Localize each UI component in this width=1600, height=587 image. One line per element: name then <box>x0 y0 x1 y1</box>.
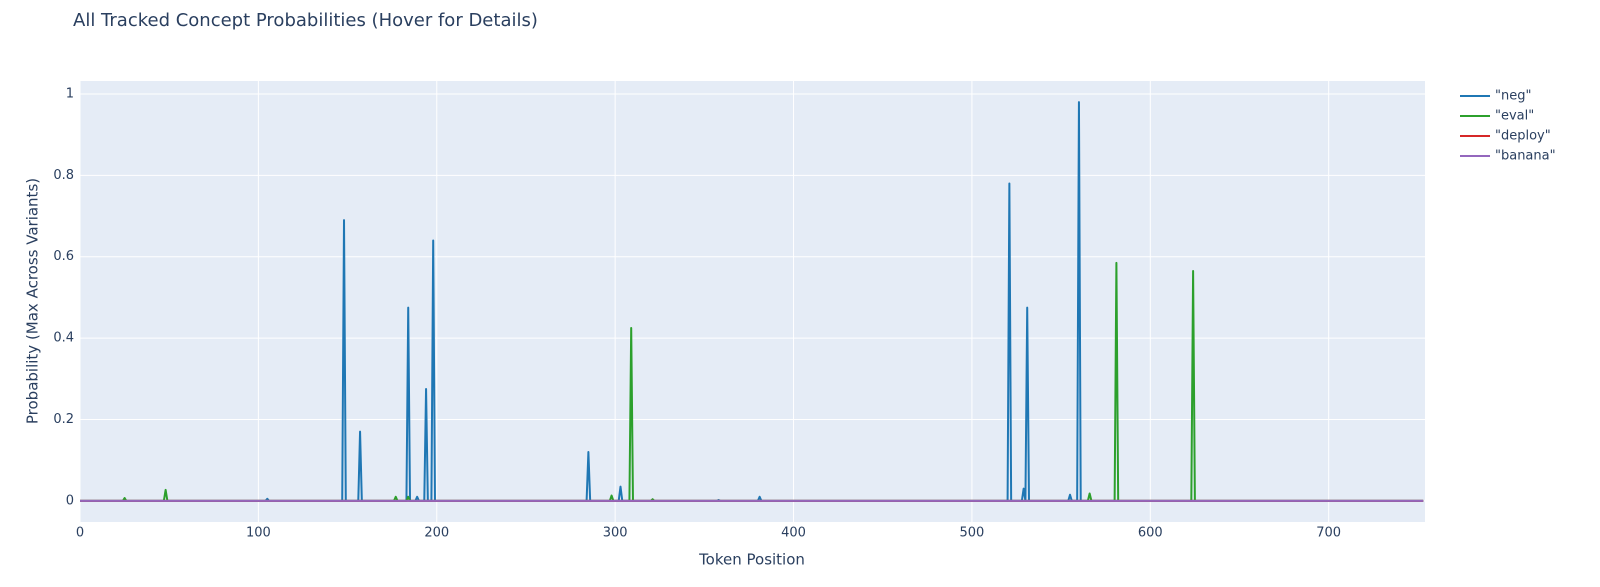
y-tick-label: 0.4 <box>53 331 74 346</box>
x-tick-label: 700 <box>1316 526 1341 541</box>
x-tick-label: 300 <box>603 526 628 541</box>
x-axis-title: Token Position <box>698 551 805 569</box>
x-tick-label: 600 <box>1138 526 1163 541</box>
legend-item[interactable]: "deploy" <box>1460 129 1551 144</box>
plot-area <box>80 81 1425 522</box>
x-tick-label: 200 <box>424 526 449 541</box>
y-tick-label: 0.2 <box>53 412 74 427</box>
y-tick-label: 0.6 <box>53 249 74 264</box>
x-tick-label: 400 <box>781 526 806 541</box>
legend-item[interactable]: "eval" <box>1460 109 1534 124</box>
y-tick-label: 1 <box>66 87 74 102</box>
chart-title: All Tracked Concept Probabilities (Hover… <box>73 10 538 31</box>
y-tick-label: 0.8 <box>53 168 74 183</box>
legend-label: "deploy" <box>1495 129 1551 144</box>
legend-label: "neg" <box>1495 89 1531 104</box>
y-axis-title: Probability (Max Across Variants) <box>24 178 42 424</box>
legend-label: "eval" <box>1495 109 1534 124</box>
x-tick-label: 0 <box>76 526 84 541</box>
y-tick-label: 0 <box>66 493 74 508</box>
x-tick-label: 100 <box>246 526 271 541</box>
legend-item[interactable]: "neg" <box>1460 89 1531 104</box>
legend-label: "banana" <box>1495 149 1556 164</box>
legend-item[interactable]: "banana" <box>1460 149 1556 164</box>
x-tick-label: 500 <box>959 526 984 541</box>
